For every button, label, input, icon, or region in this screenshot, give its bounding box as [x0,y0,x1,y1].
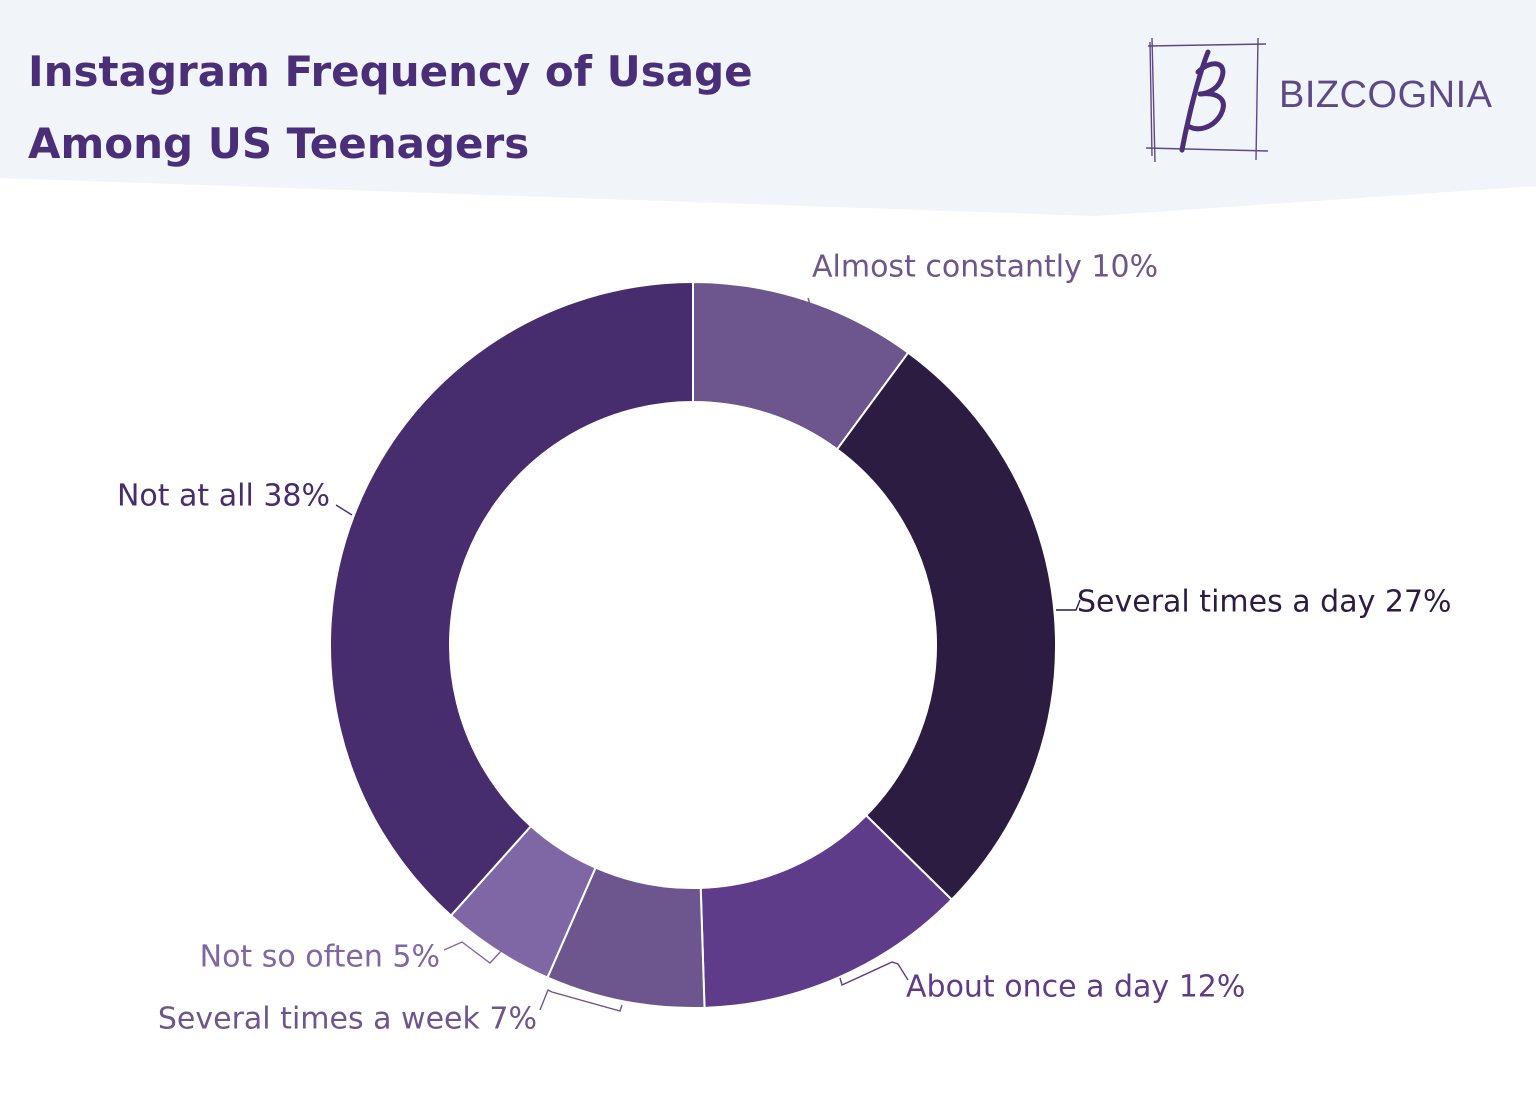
chart-title-line-2: Among US Teenagers [28,119,530,168]
leader-line-several-times-a-day [1056,599,1081,611]
label-several-times-a-day: Several times a day 27% [1077,585,1452,620]
leader-line-almost-constantly [807,297,836,381]
slice-labels: Almost constantly 10% Several times a day… [117,250,1452,1037]
slice-several-times-a-day [835,351,1057,902]
leader-line-not-so-often [443,941,503,964]
label-not-so-often: Not so often 5% [200,940,440,975]
leader-line-about-once-a-day [839,961,909,986]
chart-title: Instagram Frequency of Usage Among US Te… [28,36,928,180]
label-not-at-all: Not at all 38% [117,479,330,514]
donut-slices [329,280,1057,1009]
leader-line-not-at-all [335,504,353,516]
label-several-times-a-week: Several times a week 7% [158,1002,537,1037]
label-almost-constantly: Almost constantly 10% [812,250,1158,285]
leader-line-several-times-a-week [539,989,623,1012]
label-about-once-a-day: About once a day 12% [906,970,1245,1005]
slice-not-at-all [329,280,694,917]
brand-name: BIZCOGNIA [1279,74,1493,116]
chart-title-line-1: Instagram Frequency of Usage [28,47,753,96]
brand-block: BIZCOGNIA [1146,38,1516,163]
leader-lines [335,297,1081,1012]
brand-logo-icon [1146,38,1269,162]
